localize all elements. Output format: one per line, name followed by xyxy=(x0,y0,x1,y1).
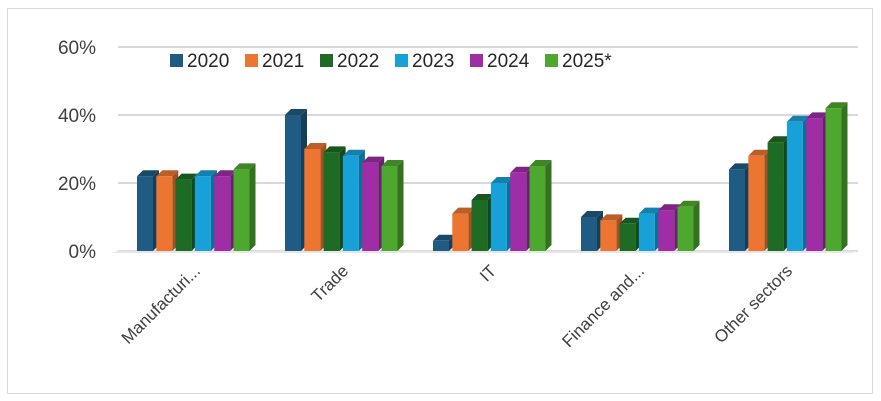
legend-label: 2020 xyxy=(187,51,229,72)
bar xyxy=(362,156,385,251)
chart-floor xyxy=(112,251,858,253)
bar xyxy=(214,170,237,251)
y-axis-ticks: 0% 20% 40% 60% xyxy=(58,38,96,263)
x-category-label: Trade xyxy=(308,261,352,305)
bar-series xyxy=(137,102,848,252)
legend-label: 2023 xyxy=(412,51,454,72)
legend-swatch xyxy=(245,54,258,67)
y-tick-label: 40% xyxy=(58,106,96,127)
bar xyxy=(677,200,700,251)
legend-entry: 2021 xyxy=(245,51,304,72)
legend-entry: 2020 xyxy=(170,51,229,72)
legend-swatch xyxy=(395,54,408,67)
bar xyxy=(490,177,513,251)
bar xyxy=(175,173,198,251)
bar xyxy=(156,170,179,251)
legend-label: 2021 xyxy=(262,51,304,72)
y-tick-label: 0% xyxy=(69,242,97,263)
bar xyxy=(748,149,771,251)
bar xyxy=(452,207,475,251)
bar xyxy=(510,166,533,251)
bar xyxy=(638,207,661,251)
legend-label: 2025* xyxy=(562,51,612,72)
y-tick-label: 20% xyxy=(58,174,96,195)
x-category-label: Manufacturi... xyxy=(118,261,204,347)
bar xyxy=(323,146,346,251)
bar xyxy=(658,204,681,251)
legend-swatch xyxy=(170,54,183,67)
bar xyxy=(786,115,809,251)
bar xyxy=(233,163,256,251)
bar xyxy=(767,136,790,251)
x-category-label: Other sectors xyxy=(710,261,796,347)
x-axis-categories: Manufacturi... Trade IT Finance and... Other… xyxy=(118,261,796,351)
bar xyxy=(433,234,455,251)
bar xyxy=(729,163,751,251)
legend: 2020 2021 2022 2023 2024 2025* xyxy=(170,51,612,72)
legend-label: 2024 xyxy=(487,51,530,72)
bar xyxy=(619,217,642,251)
bar xyxy=(581,211,603,251)
x-category-label: Finance and... xyxy=(558,261,648,351)
legend-entry: 2022 xyxy=(320,51,379,72)
y-tick-label: 60% xyxy=(58,38,96,59)
bar xyxy=(529,160,552,251)
legend-swatch xyxy=(470,54,483,67)
bar xyxy=(194,170,217,251)
legend-swatch xyxy=(545,54,558,67)
bar xyxy=(381,160,404,251)
bar xyxy=(825,102,848,251)
legend-entry: 2024 xyxy=(470,51,530,72)
bar xyxy=(285,109,307,251)
bar xyxy=(600,214,623,251)
floor-plane xyxy=(112,251,858,253)
bar xyxy=(806,112,829,252)
legend-label: 2022 xyxy=(337,51,379,72)
bar xyxy=(471,194,494,251)
bar xyxy=(304,143,327,251)
bar xyxy=(137,170,159,251)
legend-entry: 2025* xyxy=(545,51,612,72)
legend-swatch xyxy=(320,54,333,67)
bar xyxy=(342,149,365,251)
x-category-label: IT xyxy=(476,261,500,285)
legend-entry: 2023 xyxy=(395,51,454,72)
